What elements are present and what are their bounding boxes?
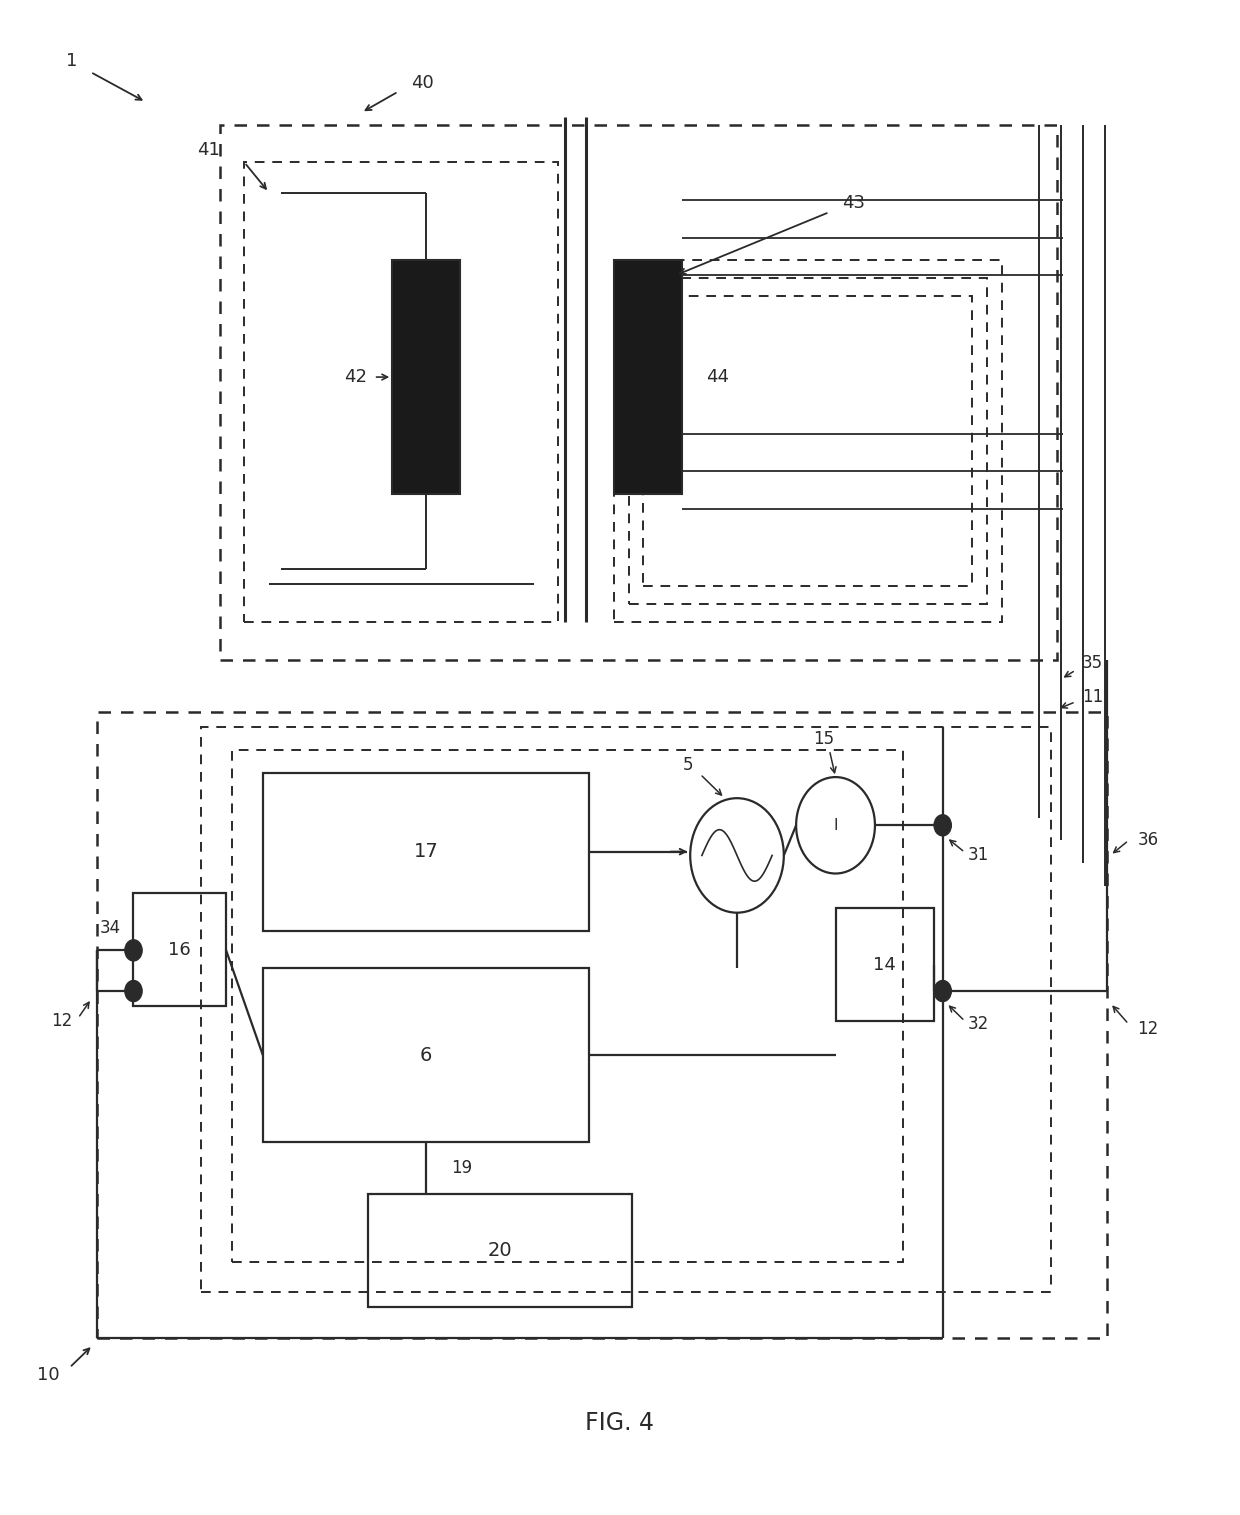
Text: 14: 14: [873, 956, 897, 974]
Bar: [263, 773, 589, 930]
Text: 17: 17: [414, 842, 439, 861]
Text: 44: 44: [707, 368, 729, 386]
Circle shape: [934, 980, 951, 1001]
Circle shape: [934, 815, 951, 836]
Circle shape: [125, 980, 143, 1001]
Text: 15: 15: [812, 730, 833, 748]
Bar: [367, 1194, 632, 1307]
Text: 32: 32: [967, 1015, 988, 1033]
Text: I: I: [833, 818, 838, 833]
Text: FIG. 4: FIG. 4: [585, 1412, 655, 1435]
Bar: [614, 261, 1002, 621]
Text: 19: 19: [450, 1159, 471, 1177]
Bar: [629, 279, 987, 604]
Text: 34: 34: [100, 918, 122, 936]
Text: 12: 12: [51, 1012, 72, 1030]
Bar: [263, 968, 589, 1142]
Bar: [219, 124, 1058, 659]
Bar: [392, 261, 460, 494]
Bar: [201, 727, 1052, 1292]
Text: 41: 41: [197, 141, 219, 159]
Text: 35: 35: [1081, 653, 1104, 671]
Bar: [244, 162, 558, 621]
Text: 42: 42: [345, 368, 367, 386]
Circle shape: [125, 939, 143, 961]
Text: 31: 31: [967, 847, 988, 865]
Text: 6: 6: [420, 1045, 433, 1065]
Text: 5: 5: [682, 756, 693, 774]
Text: 20: 20: [487, 1241, 512, 1260]
Text: 1: 1: [66, 53, 78, 70]
Text: 40: 40: [412, 74, 434, 91]
Bar: [614, 261, 682, 494]
Text: 11: 11: [1081, 688, 1104, 706]
Bar: [134, 894, 226, 1006]
Text: 36: 36: [1137, 832, 1158, 850]
Bar: [232, 750, 903, 1262]
Bar: [836, 907, 934, 1021]
Text: 12: 12: [1137, 1020, 1158, 1038]
Text: 16: 16: [169, 941, 191, 959]
Text: 10: 10: [37, 1367, 60, 1385]
Bar: [644, 297, 972, 586]
Text: 43: 43: [842, 194, 866, 212]
Bar: [97, 712, 1106, 1338]
